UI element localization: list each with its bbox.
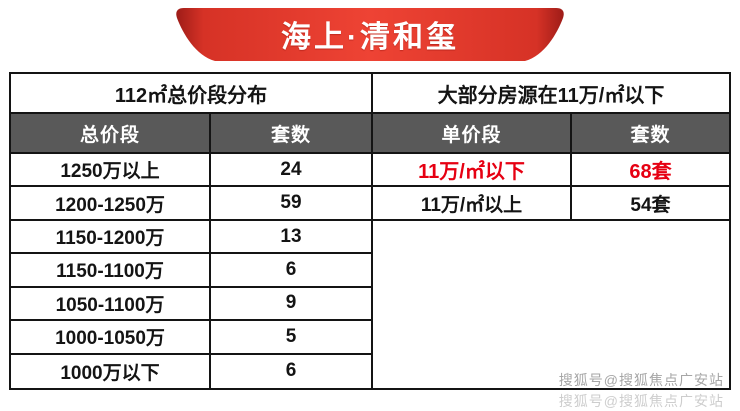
table-cell: 1000-1050万 [11,321,211,355]
table-cell: 1000万以下 [11,354,211,388]
table-cell-highlight: 68套 [572,154,729,188]
table-cell: 6 [211,254,373,288]
table-cell: 1150-1200万 [11,220,211,255]
empty-area [373,220,729,388]
left-col-header-price-range: 总价段 [11,114,211,154]
left-section-title: 112㎡总价段分布 [11,74,373,114]
table-cell: 59 [211,187,373,221]
watermark: 搜狐号@搜狐焦点广安站 [558,372,724,388]
table-cell-highlight: 11万/㎡以下 [373,154,572,188]
left-col-header-count: 套数 [211,114,373,154]
table-cell: 1200-1250万 [11,187,211,221]
table-cell: 9 [211,287,373,322]
table-cell: 1150-1100万 [11,254,211,288]
table-cell: 11万/㎡以上 [373,187,572,221]
page-title: 海上·清和玺 [281,20,459,54]
right-col-header-count: 套数 [572,114,729,154]
price-tables: 112㎡总价段分布 大部分房源在11万/㎡以下 总价段 套数 单价段 套数 12… [9,72,731,390]
table-cell: 24 [211,154,373,188]
right-col-header-unit-price: 单价段 [373,114,572,154]
watermark-clipped: 搜狐号@搜狐焦点广安站 [558,393,724,409]
table-cell: 13 [211,220,373,255]
table-cell: 6 [211,354,373,388]
title-banner: 海上·清和玺 [174,7,566,65]
table-cell: 5 [211,321,373,355]
right-section-title: 大部分房源在11万/㎡以下 [373,74,729,114]
table-cell: 54套 [572,187,729,221]
ribbon-shape [176,8,564,61]
table-cell: 1050-1100万 [11,287,211,322]
table-cell: 1250万以上 [11,154,211,188]
